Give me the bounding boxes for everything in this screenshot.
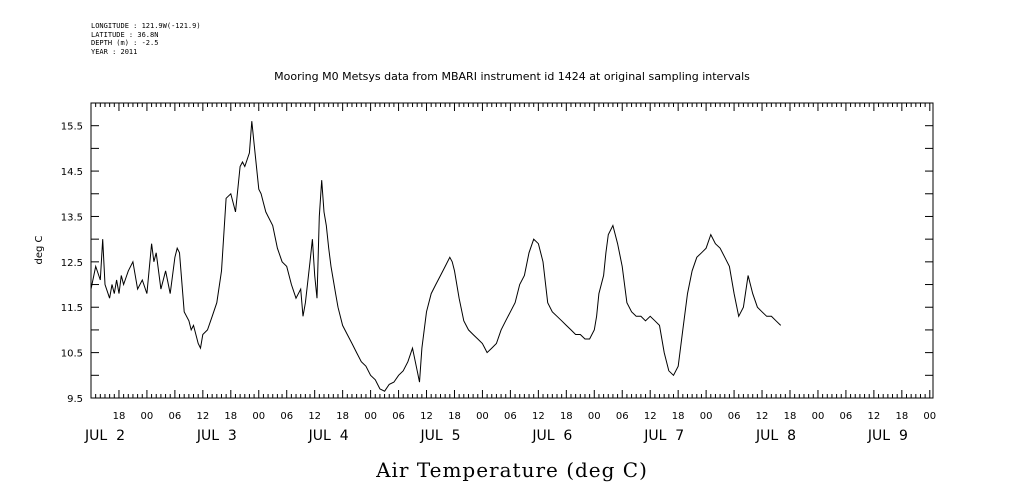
- x-tick-label: 18: [113, 411, 126, 422]
- x-axis-day-labels: JUL 2 JUL 3 JUL 4 JUL 5 JUL 6 JUL 7 JUL 8 JUL 9: [84, 428, 908, 444]
- x-tick-label: 18: [448, 411, 461, 422]
- x-tick-label: 12: [196, 411, 209, 422]
- y-tick-label: 15.5: [61, 122, 83, 133]
- x-day-label: JUL 4: [308, 428, 349, 444]
- x-tick-label: 12: [756, 411, 769, 422]
- axis-ticks: [90, 102, 933, 399]
- x-day-label: JUL 7: [643, 428, 684, 444]
- x-day-label: JUL 8: [755, 428, 796, 444]
- x-tick-label: 06: [840, 411, 853, 422]
- x-tick-label: 00: [252, 411, 265, 422]
- x-tick-label: 06: [169, 411, 182, 422]
- x-tick-label: 00: [476, 411, 489, 422]
- x-tick-label: 00: [700, 411, 713, 422]
- y-tick-label: 12.5: [61, 258, 83, 269]
- plot-frame: [90, 102, 934, 399]
- series-line: [90, 121, 782, 392]
- chart-title: Mooring M0 Metsys data from MBARI instru…: [274, 70, 750, 83]
- x-tick-label: 18: [895, 411, 908, 422]
- x-tick-label: 06: [280, 411, 293, 422]
- x-day-label: JUL 3: [196, 428, 237, 444]
- x-tick-label: 00: [364, 411, 377, 422]
- y-tick-label: 14.5: [61, 167, 83, 178]
- x-day-label: JUL 9: [867, 428, 908, 444]
- x-day-label: JUL 2: [84, 428, 125, 444]
- metadata-line: LATITUDE : 36.8N: [91, 30, 159, 39]
- metadata-line: DEPTH (m) : -2.5: [91, 39, 159, 47]
- y-tick-label: 10.5: [61, 349, 83, 360]
- x-tick-label: 06: [728, 411, 741, 422]
- metadata-line: LONGITUDE : 121.9W(-121.9): [91, 22, 201, 30]
- x-axis-label: Air Temperature (deg C): [375, 458, 648, 482]
- x-tick-label: 18: [672, 411, 685, 422]
- y-tick-label: 13.5: [61, 212, 83, 223]
- x-tick-label: 00: [588, 411, 601, 422]
- x-tick-label: 00: [141, 411, 154, 422]
- x-day-label: JUL 5: [420, 428, 461, 444]
- metadata-line: YEAR : 2011: [91, 47, 138, 56]
- y-tick-label: 11.5: [61, 303, 83, 314]
- x-tick-label: 12: [532, 411, 545, 422]
- y-axis-label: deg C: [34, 235, 45, 264]
- x-tick-label: 06: [392, 411, 405, 422]
- x-tick-label: 00: [812, 411, 825, 422]
- x-tick-label: 12: [868, 411, 881, 422]
- x-tick-label: 12: [644, 411, 657, 422]
- x-day-label: JUL 6: [531, 428, 572, 444]
- x-tick-label: 18: [336, 411, 349, 422]
- x-tick-label: 00: [923, 411, 936, 422]
- x-axis-tick-labels: 18 00 06 12 18 00 06 12 18 00 06 12 18 00 06 12 18 00 06 12…: [113, 411, 937, 422]
- x-tick-label: 12: [420, 411, 433, 422]
- x-tick-label: 06: [504, 411, 517, 422]
- x-tick-label: 06: [616, 411, 629, 422]
- x-tick-label: 18: [560, 411, 573, 422]
- y-axis-tick-labels: 9.5 10.5 11.5 12.5 13.5 14.5 15.5: [61, 122, 83, 405]
- x-tick-label: 12: [308, 411, 321, 422]
- metadata-block: LONGITUDE : 121.9W(-121.9) LATITUDE : 36.…: [91, 22, 201, 56]
- y-tick-label: 9.5: [67, 394, 83, 405]
- x-tick-label: 18: [784, 411, 797, 422]
- x-tick-label: 18: [224, 411, 237, 422]
